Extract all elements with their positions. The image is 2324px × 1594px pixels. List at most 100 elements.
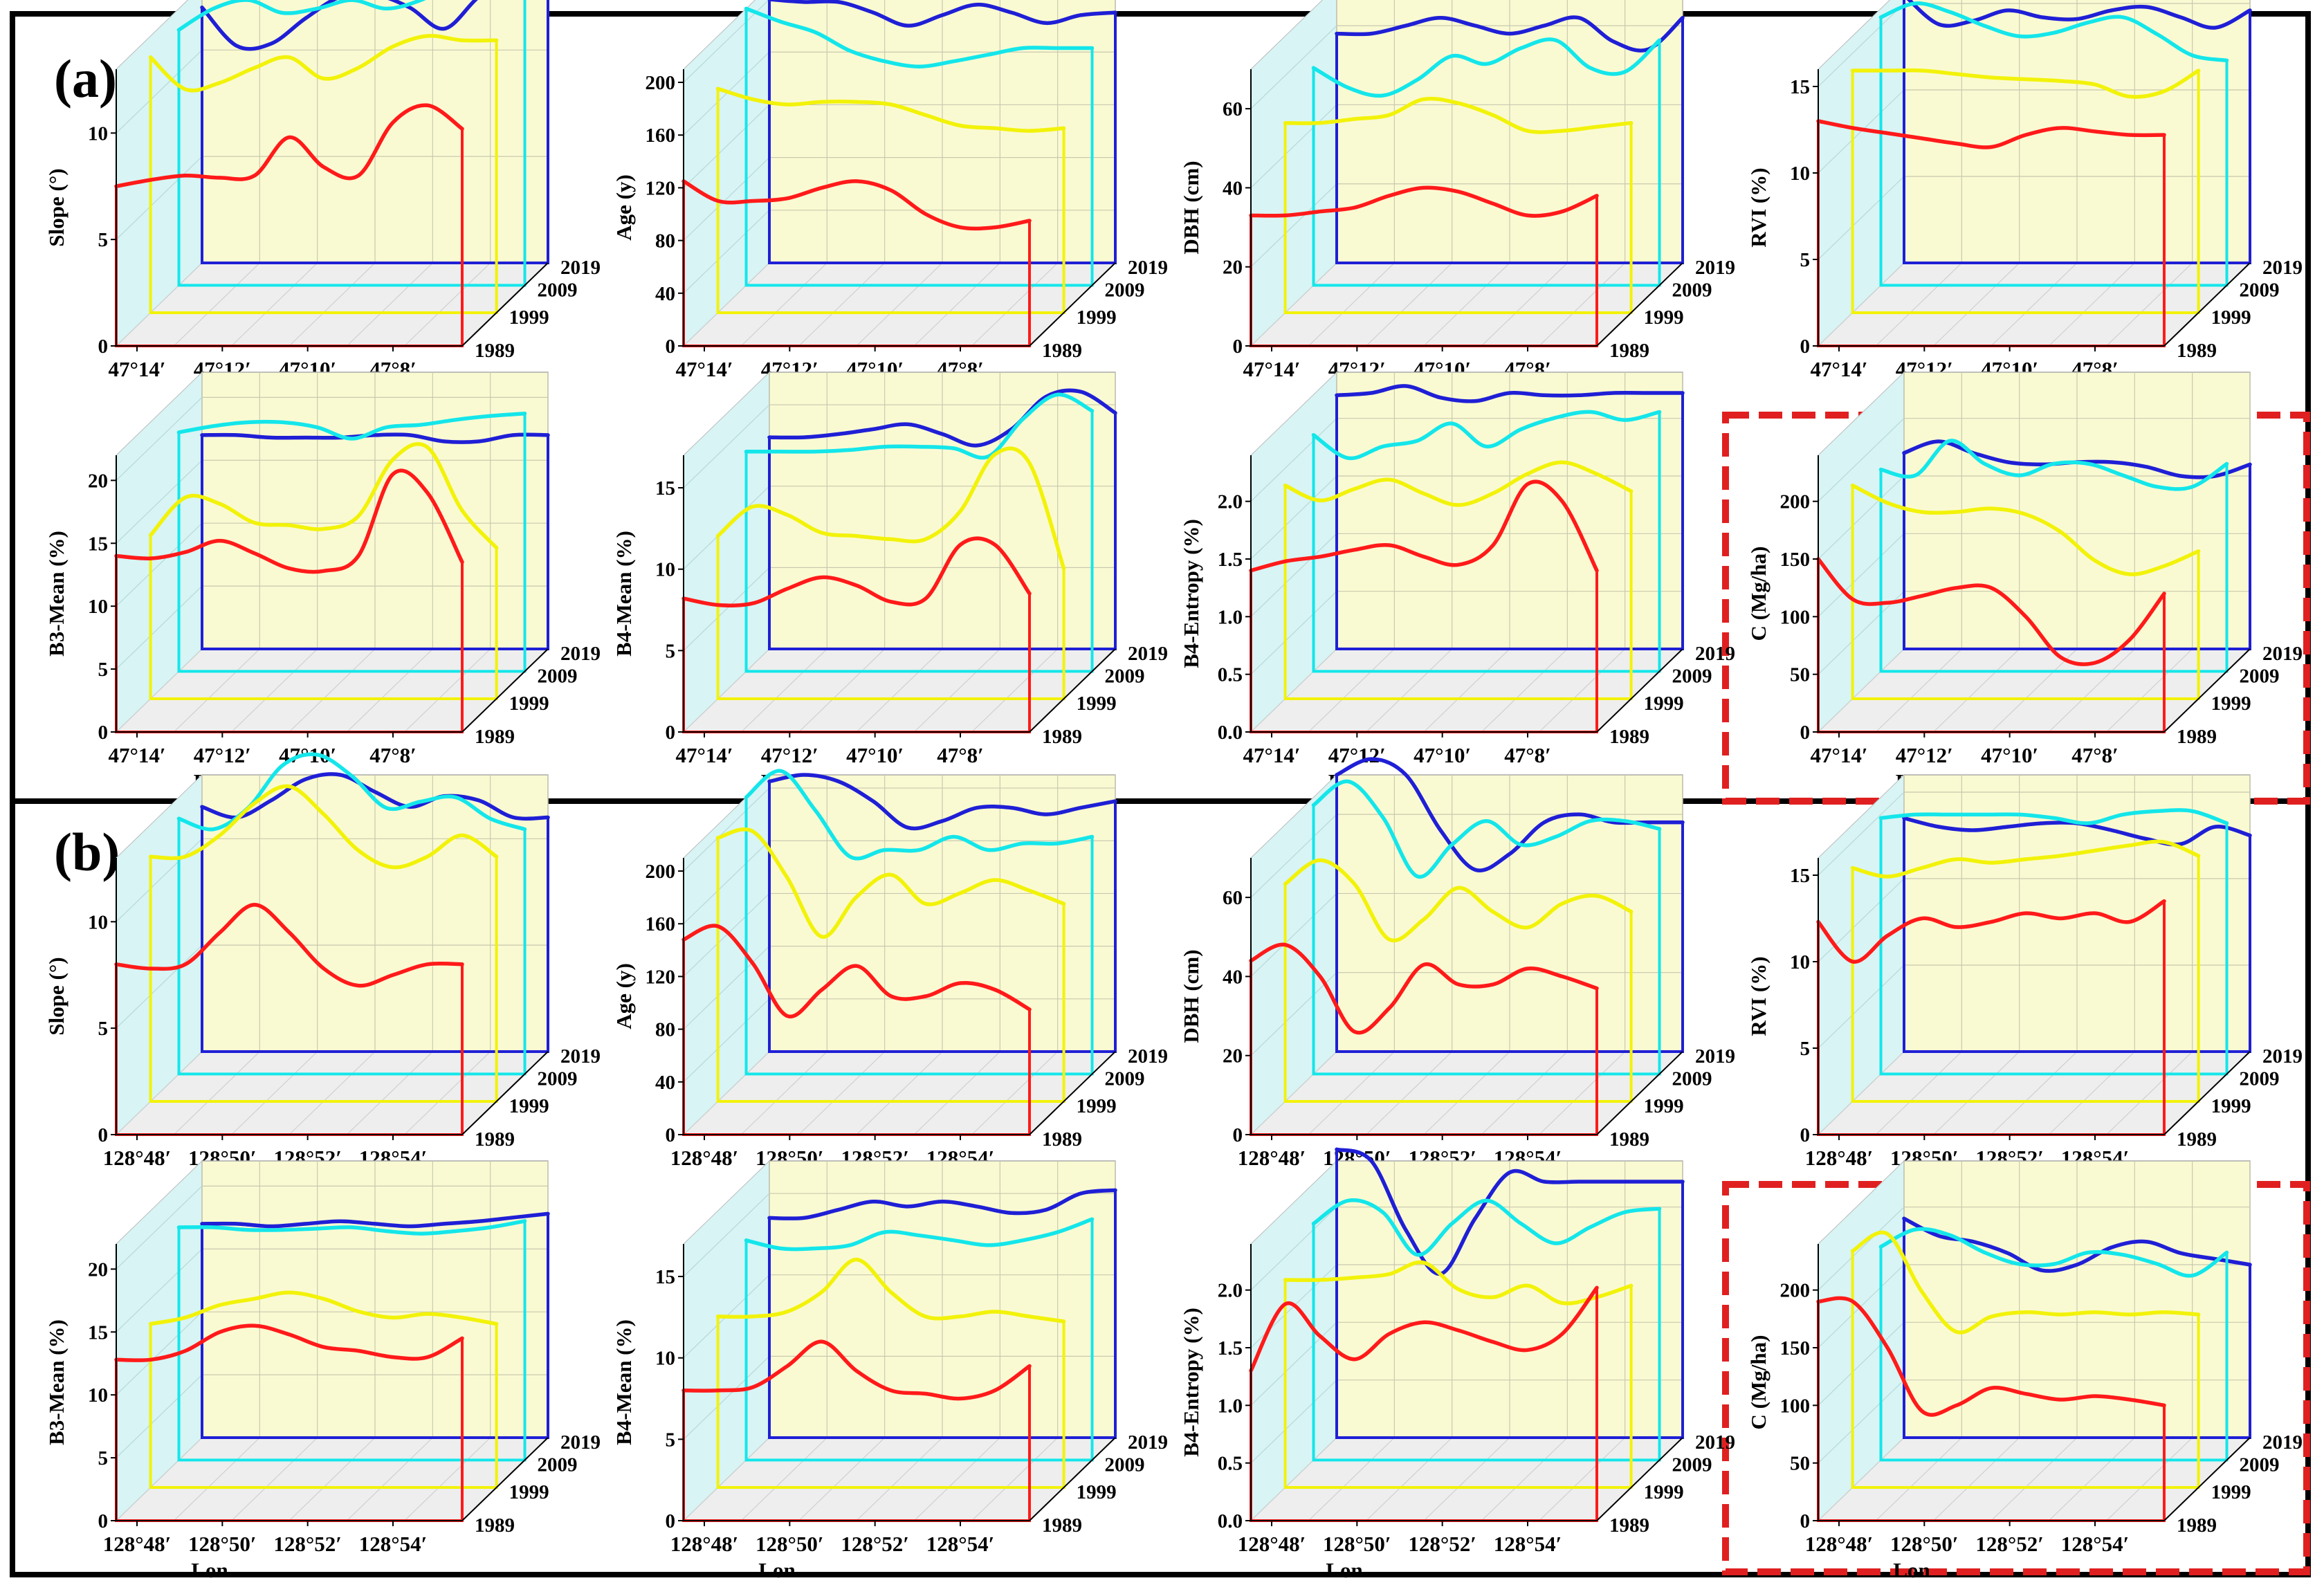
z-tick-label: 2019 xyxy=(1128,257,1168,279)
z-tick-label: 1999 xyxy=(2211,1481,2251,1503)
floor-grid-line xyxy=(1366,1051,1453,1135)
z-tick-label: 1989 xyxy=(475,726,515,748)
side-grid-line xyxy=(1818,418,1905,502)
floor-grid-line xyxy=(231,1051,318,1135)
y-tick-label: 0 xyxy=(666,1124,676,1146)
side-grid-line xyxy=(116,1248,203,1332)
series-line-1989 xyxy=(114,468,464,574)
side-grid-line xyxy=(116,1374,203,1458)
z-axis-line xyxy=(1029,648,1116,733)
z-tick-label: 2019 xyxy=(1695,1431,1735,1454)
series-line-2009 xyxy=(1311,410,1662,461)
side-grid-line xyxy=(683,567,770,651)
z-tick-label: 1999 xyxy=(1644,306,1684,329)
x-tick-label: 47°12′ xyxy=(194,743,251,767)
floor-grid-line xyxy=(346,1051,433,1135)
y-tick-label: 1.0 xyxy=(1218,1395,1243,1417)
series-frame-2009 xyxy=(177,0,527,287)
series-line-2009 xyxy=(176,0,426,32)
floor-grid-line xyxy=(1875,1437,1962,1521)
z-tick-label: 2009 xyxy=(2240,1454,2280,1476)
y-axis-label: B4-Entropy (%) xyxy=(1179,519,1203,668)
floor-grid-line xyxy=(913,1051,1000,1135)
z-tick-label: 1989 xyxy=(2177,1514,2217,1537)
series-line-2019 xyxy=(200,1211,550,1229)
series-line-1999 xyxy=(1850,483,2201,576)
y-tick-label: 5 xyxy=(98,229,109,251)
x-axis-label: Lon xyxy=(1326,1558,1362,1582)
series-frame-2009 xyxy=(744,410,1094,673)
floor-grid-line xyxy=(1539,1051,1626,1135)
floor-grid-line xyxy=(1818,1051,1905,1135)
series-line-1989 xyxy=(114,902,464,988)
side-grid-line xyxy=(683,157,770,241)
series-frame-2019 xyxy=(201,807,549,1053)
y-tick-label: 100 xyxy=(1780,606,1811,628)
side-grid-line xyxy=(1818,1264,1905,1348)
y-tick-label: 0.5 xyxy=(1218,664,1243,686)
x-tick-label: 128°52′ xyxy=(841,1532,909,1556)
side-grid-line xyxy=(1250,814,1337,898)
side-grid-line xyxy=(683,1193,770,1277)
floor-grid-line xyxy=(856,1051,943,1135)
series-line-1999 xyxy=(1283,1260,1634,1306)
y-axis-label: B4-Mean (%) xyxy=(612,531,636,657)
series-line-1989 xyxy=(681,924,1032,1019)
series-frame-1999 xyxy=(1283,485,1633,700)
highlight-box-lon xyxy=(1722,1181,2310,1575)
floor-grid-line xyxy=(173,262,260,347)
x-tick-label: 128°48′ xyxy=(103,1532,172,1556)
y-tick-label: 200 xyxy=(646,72,676,94)
y-tick-label: 1.0 xyxy=(1218,606,1243,628)
series-frame-2019 xyxy=(201,0,549,264)
z-tick-label: 1989 xyxy=(2177,726,2217,748)
y-axis-label: Slope (°) xyxy=(44,168,68,246)
floor-grid-line xyxy=(798,1051,886,1135)
floor-grid-line xyxy=(683,648,770,733)
floor-grid-line xyxy=(1366,1437,1453,1521)
y-tick-label: 10 xyxy=(88,1384,108,1407)
floor-grid-line xyxy=(740,1051,827,1135)
y-tick-label: 40 xyxy=(1223,966,1243,988)
series-line-2019 xyxy=(200,0,478,51)
floor-grid-line xyxy=(1875,648,1962,733)
floor-grid-line xyxy=(2048,262,2135,347)
x-tick-label: 128°54′ xyxy=(1494,1532,1562,1556)
floor-grid-line xyxy=(856,262,943,347)
y-tick-label: 60 xyxy=(1223,887,1243,909)
z-tick-label: 1989 xyxy=(475,340,515,362)
y-axis-label: Slope (°) xyxy=(44,957,68,1035)
x-tick-label: 47°14′ xyxy=(108,357,165,381)
y-tick-label: 20 xyxy=(1223,257,1243,279)
y-axis-label: B4-Entropy (%) xyxy=(1179,1308,1203,1457)
y-tick-label: 15 xyxy=(88,533,108,555)
series-line-2009 xyxy=(176,411,527,441)
series-line-1989 xyxy=(681,536,1032,608)
x-tick-label: 128°54′ xyxy=(926,1532,995,1556)
side-grid-line xyxy=(116,459,203,544)
floor-grid-line xyxy=(1423,1051,1510,1135)
z-tick-label: 1989 xyxy=(1609,1514,1649,1537)
y-axis-label: B4-Mean (%) xyxy=(612,1319,636,1445)
series-line-2019 xyxy=(767,1188,1117,1220)
y-tick-label: 150 xyxy=(1780,1337,1811,1359)
y-tick-label: 200 xyxy=(1780,491,1811,513)
series-line-1999 xyxy=(715,86,1066,133)
y-axis-label: Age (y) xyxy=(612,963,636,1029)
floor-grid-line xyxy=(1933,262,2020,347)
series-line-1989 xyxy=(1249,479,1599,573)
y-tick-label: 0.5 xyxy=(1218,1453,1243,1475)
floor-grid-line xyxy=(404,1051,491,1135)
y-axis-label: C (Mg/ha) xyxy=(1746,547,1771,641)
series-line-2009 xyxy=(744,6,1095,68)
y-tick-label: 0 xyxy=(1800,1510,1811,1532)
side-grid-line xyxy=(116,49,203,134)
x-axis-label: Lon xyxy=(1893,1558,1930,1582)
x-tick-label: 128°48′ xyxy=(103,1146,172,1170)
side-grid-line xyxy=(1818,89,1905,174)
floor-grid-line xyxy=(289,1051,376,1135)
y-tick-label: 5 xyxy=(98,1447,109,1469)
z-tick-label: 2009 xyxy=(1672,1454,1712,1476)
